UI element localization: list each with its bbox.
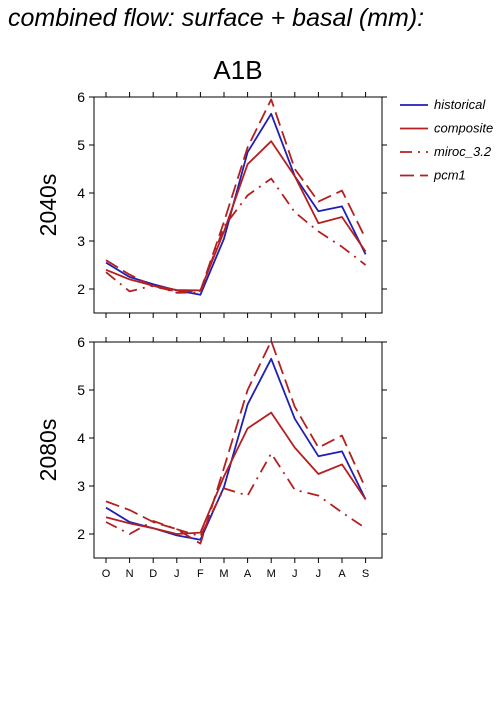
x-tick-label: J: [316, 568, 322, 580]
legend-label-composite: composite: [434, 121, 493, 136]
y-tick-label: 4: [77, 185, 85, 201]
series-line-composite-2040s: [105, 140, 367, 292]
scenario-label: A1B: [213, 55, 263, 85]
y-tick-label: 4: [77, 430, 85, 446]
y-tick-label: 6: [77, 334, 85, 350]
x-tick-label: F: [197, 568, 204, 580]
x-tick-label: J: [174, 568, 180, 580]
x-tick-label: D: [149, 568, 157, 580]
x-tick-label: S: [362, 568, 369, 580]
panel-label-2080s: 2080s: [35, 419, 61, 482]
series-line-pcm1-2040s: [105, 98, 367, 293]
x-tick-label: A: [244, 568, 252, 580]
series-line-historical-2080s: [105, 357, 367, 541]
series-line-miroc_3.2-2080s: [105, 452, 367, 538]
page-title: combined flow: surface + basal (mm):: [8, 4, 425, 32]
x-tick-label: N: [126, 568, 134, 580]
series-line-miroc_3.2-2040s: [105, 177, 367, 294]
x-tick-label: M: [267, 568, 276, 580]
y-tick-label: 2: [77, 526, 85, 542]
y-tick-label: 5: [77, 382, 85, 398]
legend-label-pcm1: pcm1: [433, 168, 466, 183]
series-line-composite-2080s: [105, 411, 367, 535]
panel-frame-2080s: [93, 341, 383, 559]
series-line-historical-2040s: [105, 112, 367, 296]
x-tick-label: A: [338, 568, 346, 580]
y-tick-label: 6: [77, 89, 85, 105]
legend-label-historical: historical: [434, 97, 486, 112]
x-tick-label: M: [219, 568, 228, 580]
y-tick-label: 3: [77, 233, 85, 249]
legend-label-miroc_3.2: miroc_3.2: [434, 144, 492, 159]
x-tick-label: J: [292, 568, 298, 580]
y-tick-label: 2: [77, 281, 85, 297]
x-tick-label: O: [102, 568, 111, 580]
y-tick-label: 3: [77, 478, 85, 494]
y-tick-label: 5: [77, 137, 85, 153]
series-line-pcm1-2080s: [105, 340, 367, 545]
panel-frame-2040s: [93, 96, 383, 314]
panel-label-2040s: 2040s: [35, 174, 61, 237]
